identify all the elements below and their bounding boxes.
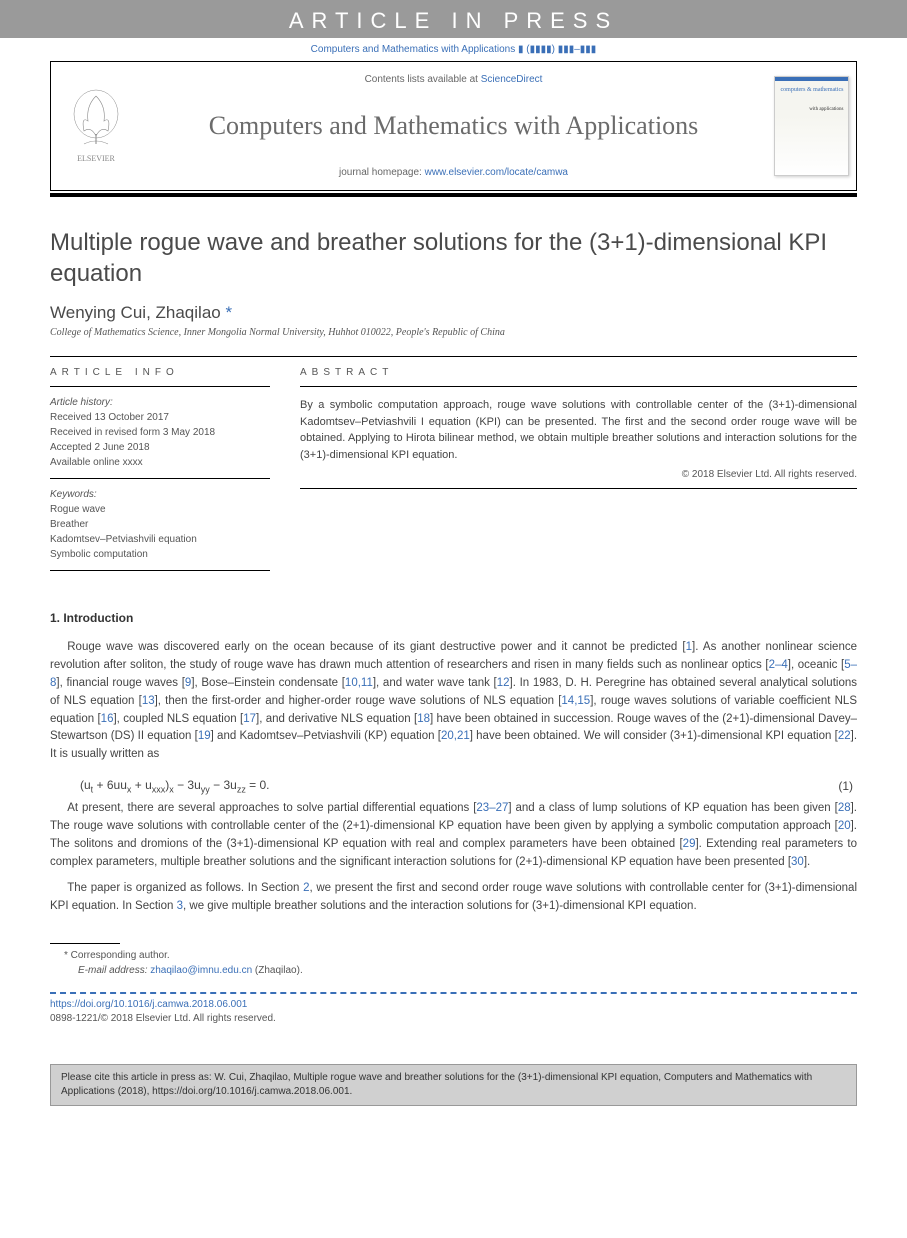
email-link[interactable]: zhaqilao@imnu.edu.cn [150, 965, 252, 976]
article-info-label: ARTICLE INFO [50, 357, 270, 386]
homepage-prefix: journal homepage: [339, 167, 425, 178]
header-center: Contents lists available at ScienceDirec… [141, 62, 766, 190]
ref-link[interactable]: 13 [142, 695, 155, 707]
abstract-text: By a symbolic computation approach, roug… [300, 386, 857, 469]
ref-link[interactable]: 20 [838, 820, 851, 832]
ref-link[interactable]: 17 [243, 713, 256, 725]
ref-link[interactable]: 12 [497, 677, 510, 689]
citation-box: Please cite this article in press as: W.… [50, 1064, 857, 1106]
homepage-link[interactable]: www.elsevier.com/locate/camwa [425, 167, 568, 178]
revised-date: Received in revised form 3 May 2018 [50, 425, 270, 440]
history-heading: Article history: [50, 395, 270, 410]
keyword: Rogue wave [50, 502, 270, 517]
journal-cover-thumbnail: computers & mathematics with application… [766, 62, 856, 190]
ref-link[interactable]: 20,21 [441, 730, 470, 742]
keyword: Breather [50, 517, 270, 532]
keywords-block: Keywords: Rogue wave Breather Kadomtsev–… [50, 478, 270, 570]
svg-text:ELSEVIER: ELSEVIER [77, 154, 115, 163]
email-footnote: E-mail address: zhaqilao@imnu.edu.cn (Zh… [50, 963, 857, 978]
elsevier-tree-icon: ELSEVIER [66, 86, 126, 166]
doi-link[interactable]: https://doi.org/10.1016/j.camwa.2018.06.… [50, 999, 247, 1010]
paragraph-1: Rouge wave was discovered early on the o… [50, 639, 857, 764]
keyword: Kadomtsev–Petviashvili equation [50, 532, 270, 547]
ref-link[interactable]: 22 [838, 730, 851, 742]
equation-1: (ut + 6uux + uxxx)x − 3uyy − 3uzz = 0. (… [50, 772, 857, 800]
ref-link[interactable]: 16 [101, 713, 114, 725]
ref-link[interactable]: 29 [683, 838, 696, 850]
keyword: Symbolic computation [50, 547, 270, 562]
ref-link[interactable]: 19 [198, 730, 211, 742]
paragraph-2: At present, there are several approaches… [50, 800, 857, 871]
journal-title: Computers and Mathematics with Applicati… [209, 111, 699, 141]
equation-body: (ut + 6uux + uxxx)x − 3uyy − 3uzz = 0. [80, 778, 270, 794]
article-info-column: ARTICLE INFO Article history: Received 1… [50, 357, 270, 571]
journal-homepage: journal homepage: www.elsevier.com/locat… [339, 167, 568, 178]
equation-number: (1) [838, 779, 857, 793]
ref-link[interactable]: 14,15 [561, 695, 590, 707]
ref-link[interactable]: 2–4 [769, 659, 788, 671]
ref-link[interactable]: 18 [417, 713, 430, 725]
contents-available: Contents lists available at ScienceDirec… [365, 74, 543, 85]
sciencedirect-link[interactable]: ScienceDirect [481, 74, 543, 85]
ref-link[interactable]: 28 [838, 802, 851, 814]
corresponding-marker[interactable]: * [221, 303, 232, 322]
ref-link[interactable]: 30 [791, 856, 804, 868]
paragraph-3: The paper is organized as follows. In Se… [50, 880, 857, 916]
copyright: © 2018 Elsevier Ltd. All rights reserved… [300, 469, 857, 488]
ref-link[interactable]: 23–27 [476, 802, 508, 814]
article-title: Multiple rogue wave and breather solutio… [50, 227, 857, 289]
footnote-rule [50, 943, 120, 944]
elsevier-logo: ELSEVIER [51, 62, 141, 190]
ref-link[interactable]: 10,11 [345, 677, 373, 689]
corresponding-author-footnote: * Corresponding author. [50, 948, 857, 963]
cover-title: computers & mathematics [781, 87, 844, 94]
accepted-date: Accepted 2 June 2018 [50, 440, 270, 455]
contents-prefix: Contents lists available at [365, 74, 481, 85]
keywords-heading: Keywords: [50, 487, 270, 502]
online-date: Available online xxxx [50, 455, 270, 470]
abstract-label: ABSTRACT [300, 357, 857, 386]
section-1-heading: 1. Introduction [50, 611, 857, 625]
article-in-press-banner: ARTICLE IN PRESS [0, 0, 907, 38]
author-names: Wenying Cui, Zhaqilao [50, 303, 221, 322]
cover-subtitle: with applications [809, 107, 843, 112]
abstract-column: ABSTRACT By a symbolic computation appro… [300, 357, 857, 571]
doi-block: https://doi.org/10.1016/j.camwa.2018.06.… [50, 992, 857, 1026]
email-author: (Zhaqilao). [252, 965, 303, 976]
affiliation: College of Mathematics Science, Inner Mo… [50, 327, 857, 338]
top-citation: Computers and Mathematics with Applicati… [0, 38, 907, 61]
email-label: E-mail address: [78, 965, 150, 976]
received-date: Received 13 October 2017 [50, 410, 270, 425]
article-history: Article history: Received 13 October 201… [50, 386, 270, 478]
authors: Wenying Cui, Zhaqilao * [50, 303, 857, 323]
journal-header: ELSEVIER Contents lists available at Sci… [50, 61, 857, 191]
issn-copyright: 0898-1221/© 2018 Elsevier Ltd. All right… [50, 1013, 276, 1024]
